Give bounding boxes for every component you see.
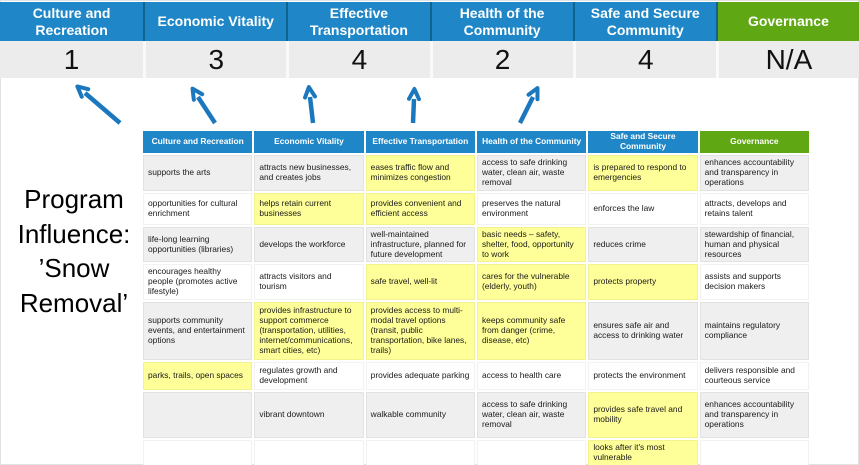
matrix-header-4: Health of the Community bbox=[476, 131, 587, 153]
matrix-row-2: opportunities for cultural enrichment hel… bbox=[143, 192, 809, 225]
matrix-cell-r5c4: keeps community safe from danger (crime,… bbox=[476, 302, 587, 361]
matrix-cell-r6c2: regulates growth and development bbox=[254, 362, 364, 391]
matrix-cell-r7c6: enhances accountability and transparency… bbox=[699, 392, 809, 439]
matrix-cell-r3c6: stewardship of financial, human and phys… bbox=[699, 226, 809, 263]
summary-header-3: Effective Transportation bbox=[286, 2, 430, 41]
influence-arrow-3 bbox=[303, 85, 317, 124]
influence-arrow-1 bbox=[75, 84, 122, 125]
matrix-cell-r5c1: supports community events, and entertain… bbox=[143, 302, 253, 361]
matrix-cell-r7c3: walkable community bbox=[365, 392, 475, 439]
influence-arrow-5 bbox=[517, 86, 540, 125]
summary-value-2: 3 bbox=[143, 41, 287, 78]
matrix-cell-r8c1 bbox=[143, 440, 253, 465]
matrix-row-6: parks, trails, open spaces regulates grow… bbox=[143, 362, 809, 391]
influence-arrow-2 bbox=[190, 86, 217, 125]
matrix-row-3: life-long learning opportunities (librar… bbox=[143, 226, 809, 263]
summary-header-5: Safe and Secure Community bbox=[572, 2, 716, 41]
matrix-cell-r5c2: provides infrastructure to support comme… bbox=[254, 302, 364, 361]
summary-header-1: Culture and Recreation bbox=[0, 2, 144, 41]
matrix-header-1: Culture and Recreation bbox=[143, 131, 253, 153]
matrix-cell-r2c1: opportunities for cultural enrichment bbox=[143, 192, 253, 225]
matrix-cell-r2c6: attracts, develops and retains talent bbox=[699, 192, 809, 225]
summary-value-3: 4 bbox=[286, 41, 430, 78]
matrix-header-5: Safe and Secure Community bbox=[588, 131, 698, 153]
program-summary-band: Culture and Recreation Economic Vitality E… bbox=[0, 2, 859, 78]
matrix-cell-r7c1 bbox=[143, 392, 253, 439]
matrix-cell-r8c2 bbox=[254, 440, 364, 465]
matrix-header-3: Effective Transportation bbox=[365, 131, 475, 153]
matrix-cell-r7c5: provides safe travel and mobility bbox=[588, 392, 698, 439]
matrix-cell-r4c1: encourages healthy people (promotes acti… bbox=[143, 264, 253, 301]
matrix-row-8: looks after it's most vulnerable bbox=[143, 440, 809, 465]
summary-value-4: 2 bbox=[429, 41, 573, 78]
matrix-cell-r2c2: helps retain current businesses bbox=[254, 192, 364, 225]
matrix-cell-r3c2: develops the workforce bbox=[254, 226, 364, 263]
matrix-cell-r8c6 bbox=[699, 440, 809, 465]
summary-value-6: N/A bbox=[715, 41, 859, 78]
influence-arrows bbox=[75, 84, 540, 125]
matrix-cell-r5c3: provides access to multi-modal travel op… bbox=[365, 302, 475, 361]
matrix-cell-r5c6: maintains regulatory compliance bbox=[699, 302, 809, 361]
summary-header-6: Governance bbox=[715, 2, 859, 41]
matrix-cell-r6c5: protects the environment bbox=[588, 362, 698, 391]
influence-matrix-table: Culture and Recreation Economic Vitality E… bbox=[141, 129, 811, 465]
summary-value-5: 4 bbox=[572, 41, 716, 78]
matrix-cell-r3c4: basic needs – safety, shelter, food, opp… bbox=[476, 226, 587, 263]
matrix-cell-r6c3: provides adequate parking bbox=[365, 362, 475, 391]
matrix-header-6: Governance bbox=[699, 131, 809, 153]
matrix-cell-r6c1: parks, trails, open spaces bbox=[143, 362, 253, 391]
matrix-cell-r3c5: reduces crime bbox=[588, 226, 698, 263]
matrix-cell-r1c5: is prepared to respond to emergencies bbox=[588, 155, 698, 191]
matrix-cell-r8c4 bbox=[476, 440, 587, 465]
matrix-cell-r4c3: safe travel, well-lit bbox=[365, 264, 475, 301]
matrix-cell-r1c1: supports the arts bbox=[143, 155, 253, 191]
matrix-cell-r3c3: well-maintained infrastructure, planned … bbox=[365, 226, 475, 263]
matrix-row-1: supports the arts attracts new businesses… bbox=[143, 155, 809, 191]
matrix-cell-r7c4: access to safe drinking water, clean air… bbox=[476, 392, 587, 439]
matrix-row-4: encourages healthy people (promotes acti… bbox=[143, 264, 809, 301]
matrix-body: supports the arts attracts new businesses… bbox=[143, 155, 809, 465]
summary-value-1: 1 bbox=[0, 41, 144, 78]
summary-header-2: Economic Vitality bbox=[143, 2, 287, 41]
matrix-cell-r7c2: vibrant downtown bbox=[254, 392, 364, 439]
matrix-cell-r4c4: cares for the vulnerable (elderly, youth… bbox=[476, 264, 587, 301]
matrix-cell-r1c2: attracts new businesses, and creates job… bbox=[254, 155, 364, 191]
matrix-cell-r4c5: protects property bbox=[588, 264, 698, 301]
matrix-cell-r6c4: access to health care bbox=[476, 362, 587, 391]
matrix-cell-r1c3: eases traffic flow and minimizes congest… bbox=[365, 155, 475, 191]
matrix-cell-r2c4: preserves the natural environment bbox=[476, 192, 587, 225]
matrix-header-2: Economic Vitality bbox=[254, 131, 364, 153]
influence-arrow-4 bbox=[407, 87, 421, 124]
matrix-header-row: Culture and Recreation Economic Vitality E… bbox=[143, 131, 809, 153]
matrix-cell-r2c5: enforces the law bbox=[588, 192, 698, 225]
matrix-cell-r3c1: life-long learning opportunities (librar… bbox=[143, 226, 253, 263]
matrix-cell-r2c3: provides convenient and efficient access bbox=[365, 192, 475, 225]
matrix-cell-r8c5: looks after it's most vulnerable bbox=[588, 440, 698, 465]
matrix-cell-r8c3 bbox=[365, 440, 475, 465]
summary-value-row: 1 3 4 2 4 N/A bbox=[0, 41, 859, 78]
matrix-cell-r6c6: delivers responsible and courteous servi… bbox=[699, 362, 809, 391]
matrix-cell-r1c6: enhances accountability and transparency… bbox=[699, 155, 809, 191]
program-influence-title: Program Influence: ’Snow Removal’ bbox=[17, 184, 131, 318]
matrix-row-5: supports community events, and entertain… bbox=[143, 302, 809, 361]
matrix-cell-r4c2: attracts visitors and tourism bbox=[254, 264, 364, 301]
matrix-cell-r4c6: assists and supports decision makers bbox=[699, 264, 809, 301]
matrix-cell-r5c5: ensures safe air and access to drinking … bbox=[588, 302, 698, 361]
matrix-cell-r1c4: access to safe drinking water, clean air… bbox=[476, 155, 587, 191]
summary-header-row: Culture and Recreation Economic Vitality E… bbox=[0, 2, 859, 41]
summary-header-4: Health of the Community bbox=[429, 2, 573, 41]
matrix-row-7: vibrant downtown walkable community access… bbox=[143, 392, 809, 439]
